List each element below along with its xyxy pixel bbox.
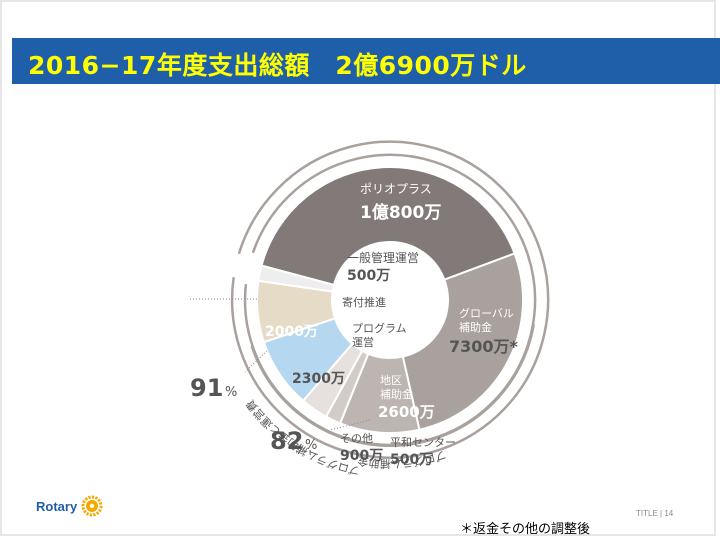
arc-82-bracket	[250, 324, 535, 448]
annotation-82-unit: %	[305, 438, 317, 453]
connector-91	[244, 350, 268, 373]
label-global-name-1: グローバル	[459, 306, 514, 320]
label-polio-value: 1億800万	[360, 202, 441, 223]
slice-admin	[257, 264, 336, 293]
slide-title: 2016−17年度支出総額 2億6900万ドル	[28, 51, 527, 80]
label-program-ops-name-1: プログラム	[352, 321, 407, 335]
logo-wordmark: Rotary	[36, 498, 78, 514]
rotary-logo: Rotary	[36, 495, 103, 517]
label-peace-value: 500万	[390, 452, 433, 468]
label-program-ops-value: 2300万	[292, 371, 345, 387]
annotation-91-unit: %	[225, 385, 237, 400]
footer-label: TITLE	[636, 509, 658, 518]
connector-82	[329, 419, 371, 431]
arc-91-inner	[243, 153, 537, 447]
annotation-82-percent: 82	[270, 427, 303, 455]
rotary-wheel-icon	[81, 495, 103, 517]
label-fundraising-value: 2000万	[265, 324, 318, 340]
label-district-value: 2600万	[378, 403, 435, 421]
label-program-ops-name-2: 運営	[352, 335, 374, 349]
annotation-91-percent: 91	[190, 374, 223, 402]
footer-divider: |	[660, 509, 665, 518]
label-peace-name: 平和センター	[390, 436, 456, 449]
page-number: 14	[664, 509, 674, 518]
arc-91-bracket	[230, 140, 550, 459]
slice-global	[401, 252, 524, 431]
label-district-name-2: 補助金	[380, 387, 413, 401]
label-other-value: 900万	[340, 448, 383, 464]
slice-polio	[260, 166, 516, 287]
title-bar: 2016−17年度支出総額 2億6900万ドル	[12, 38, 720, 84]
label-global-name-2: 補助金	[459, 320, 492, 334]
label-district-name-1: 地区	[380, 374, 402, 387]
label-polio-name: ポリオプラス	[360, 182, 432, 196]
label-admin-value: 500万	[347, 268, 390, 284]
label-other-name: その他	[340, 432, 373, 445]
slide-footer: TITLE | 14	[636, 509, 673, 518]
label-fundraising-name: 寄付推進	[342, 295, 386, 309]
label-global-value: 7300万*	[449, 337, 519, 356]
footnote: ＊返金その他の調整後	[460, 522, 591, 537]
label-admin-name: 一般管理運営	[347, 250, 419, 265]
